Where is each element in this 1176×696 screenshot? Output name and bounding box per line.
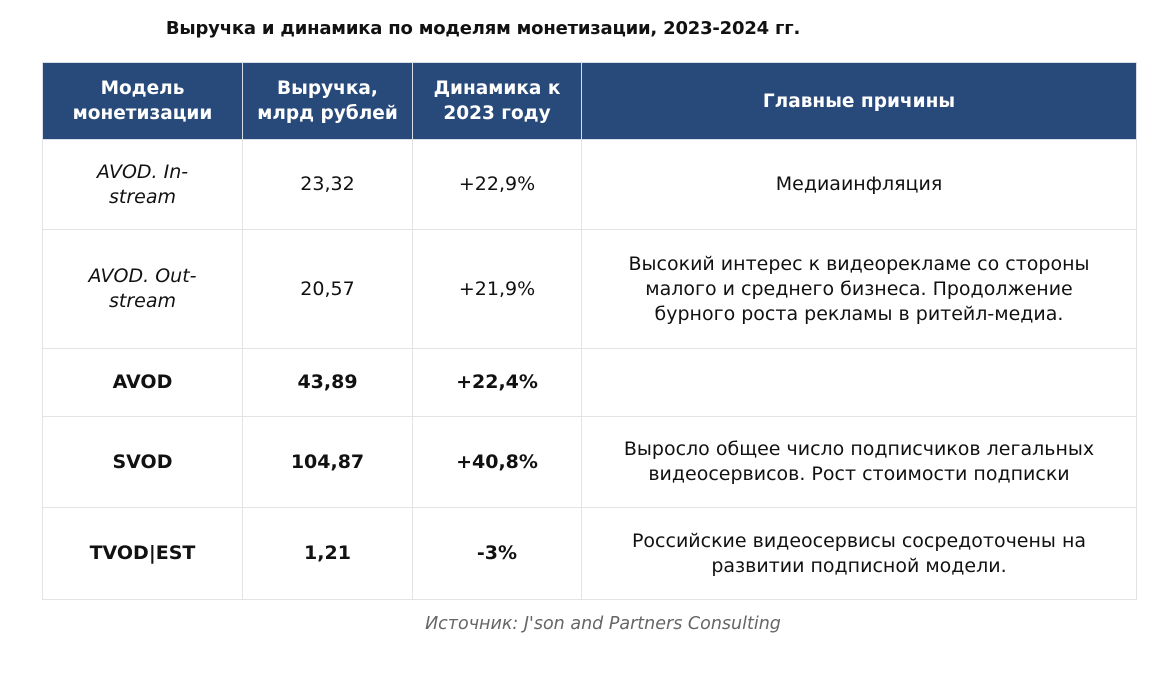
table-title: Выручка и динамика по моделям монетизаци… <box>165 18 801 39</box>
change-cell: +21,9% <box>412 229 582 349</box>
change-cell: -3% <box>412 507 582 600</box>
model-cell: SVOD <box>42 416 243 508</box>
reason-cell: Высокий интерес к видеорекламе со сторон… <box>581 229 1137 349</box>
model-cell: TVOD|EST <box>42 507 243 600</box>
revenue-cell: 1,21 <box>242 507 413 600</box>
revenue-cell: 104,87 <box>242 416 413 508</box>
header-change: Динамика к 2023 году <box>412 62 582 140</box>
table-row: SVOD 104,87 +40,8% Выросло общее число п… <box>42 416 1137 508</box>
table-row: AVOD. In-stream 23,32 +22,9% Медиаинфляц… <box>42 139 1137 230</box>
revenue-cell: 23,32 <box>242 139 413 230</box>
header-row: Модель монетизации Выручка, млрд рублей … <box>42 62 1137 140</box>
source-note: Источник: J'son and Partners Consulting <box>425 614 781 634</box>
reason-cell <box>581 348 1137 417</box>
monetization-table: Модель монетизации Выручка, млрд рублей … <box>42 62 1137 600</box>
revenue-cell: 43,89 <box>242 348 413 417</box>
model-cell: AVOD. In-stream <box>42 139 243 230</box>
reason-cell: Выросло общее число подписчиков легальны… <box>581 416 1137 508</box>
change-cell: +22,4% <box>412 348 582 417</box>
revenue-cell: 20,57 <box>242 229 413 349</box>
table-row: AVOD 43,89 +22,4% <box>42 348 1137 417</box>
table-row: TVOD|EST 1,21 -3% Российские видеосервис… <box>42 507 1137 600</box>
table-row: AVOD. Out-stream 20,57 +21,9% Высокий ин… <box>42 229 1137 349</box>
header-reasons: Главные причины <box>581 62 1137 140</box>
header-model: Модель монетизации <box>42 62 243 140</box>
change-cell: +22,9% <box>412 139 582 230</box>
reason-cell: Медиаинфляция <box>581 139 1137 230</box>
reason-cell: Российские видеосервисы сосредоточены на… <box>581 507 1137 600</box>
model-cell: AVOD. Out-stream <box>42 229 243 349</box>
change-cell: +40,8% <box>412 416 582 508</box>
header-revenue: Выручка, млрд рублей <box>242 62 413 140</box>
model-cell: AVOD <box>42 348 243 417</box>
